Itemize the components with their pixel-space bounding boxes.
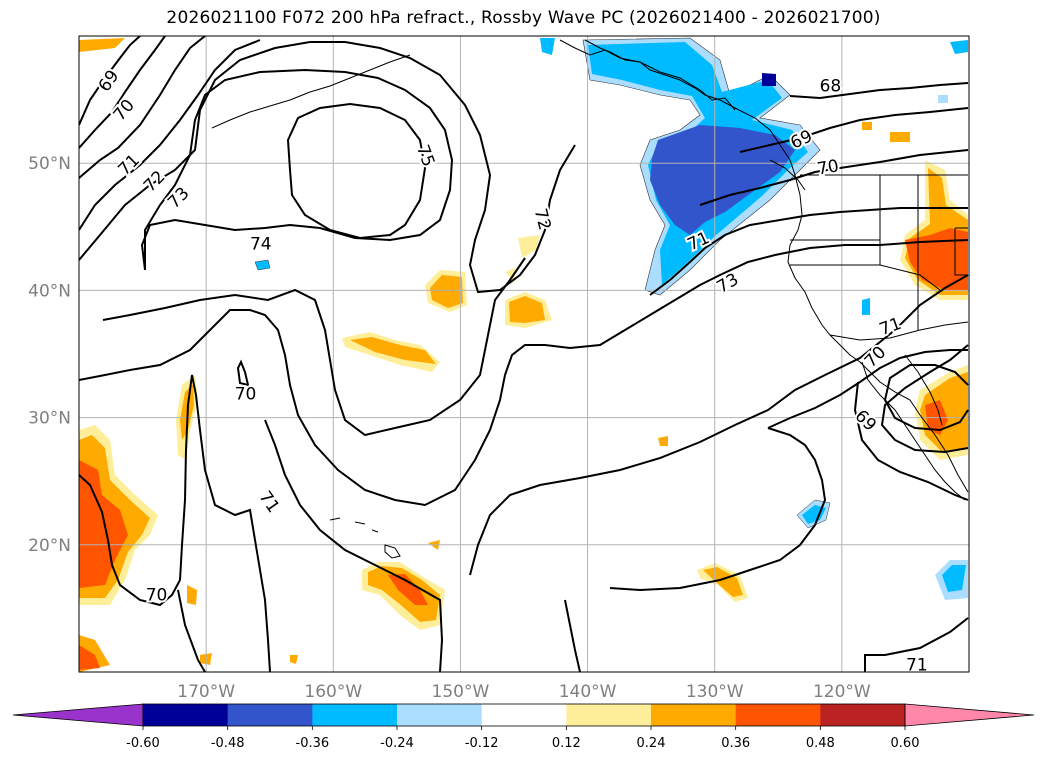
contour-71-coastal bbox=[767, 349, 968, 429]
contour-70-east bbox=[699, 149, 969, 206]
negative-anomaly-spots bbox=[254, 38, 968, 600]
lon-tick-label: 140°W bbox=[559, 682, 617, 702]
contour-69-west bbox=[79, 36, 141, 126]
contour-label: 70 bbox=[235, 384, 257, 404]
aleutian-chain bbox=[211, 54, 411, 129]
contour-label: 71 bbox=[906, 655, 928, 675]
contour-71-west bbox=[79, 36, 206, 179]
colorbar-tick-label: 0.12 bbox=[552, 736, 581, 751]
colorbar-segment bbox=[651, 704, 737, 726]
alaska-coast bbox=[559, 39, 736, 111]
colorbar-extend-low bbox=[12, 703, 144, 727]
contour-71-basin bbox=[264, 419, 827, 672]
contour-74-west bbox=[140, 68, 454, 271]
contour-label: 68 bbox=[820, 77, 842, 97]
colorbar-tick-label: -0.60 bbox=[126, 736, 160, 751]
state-border-1 bbox=[790, 175, 941, 330]
colorbar-outline bbox=[142, 703, 906, 727]
colorbar-segment bbox=[227, 704, 313, 726]
colorbar-segment bbox=[397, 704, 483, 726]
positive-anomaly-east bbox=[862, 122, 968, 460]
gulf-of-california-coast bbox=[904, 354, 943, 426]
contour-72-east bbox=[569, 239, 969, 349]
refractivity-contours bbox=[79, 36, 969, 672]
contour-71-se bbox=[864, 617, 969, 672]
colorbar-tick-label: 0.60 bbox=[891, 736, 920, 751]
contour-label: 72 bbox=[140, 167, 169, 196]
anomaly-shading bbox=[79, 37, 968, 672]
contour-71-south bbox=[177, 589, 206, 672]
contour-75 bbox=[286, 102, 427, 240]
colorbar-tick-label: -0.12 bbox=[465, 736, 499, 751]
figure-title: 2026021100 F072 200 hPa refract., Rossby… bbox=[166, 8, 881, 28]
contour-70-west bbox=[79, 36, 166, 149]
baja-california-coast bbox=[861, 361, 966, 501]
contour-label: 70 bbox=[146, 585, 168, 605]
colorbar-segment bbox=[312, 704, 398, 726]
contour-71-east bbox=[649, 207, 968, 296]
lon-tick-label: 130°W bbox=[686, 682, 744, 702]
graticule bbox=[79, 36, 969, 672]
contour-label: 72 bbox=[530, 206, 555, 232]
latitude-labels: 50°N 40°N 30°N 20°N bbox=[28, 154, 71, 556]
colorbar-extend-high bbox=[904, 703, 1035, 727]
contour-73-east bbox=[469, 274, 969, 576]
contour-69-loop bbox=[883, 364, 969, 432]
contour-label: 73 bbox=[714, 270, 743, 298]
lat-tick-label: 40°N bbox=[28, 281, 71, 301]
north-america-coast bbox=[584, 39, 969, 493]
contour-73-loop bbox=[102, 257, 526, 437]
colorbar-segment bbox=[735, 704, 821, 726]
negative-anomaly-northeast-pacific bbox=[582, 37, 821, 296]
contour-label: 71 bbox=[115, 150, 144, 179]
colorbar-segment bbox=[143, 704, 229, 726]
colorbar-tick-label: -0.36 bbox=[296, 736, 330, 751]
contour-label: 70 bbox=[816, 156, 841, 179]
vancouver-island bbox=[769, 159, 806, 191]
lat-tick-label: 50°N bbox=[28, 154, 71, 174]
positive-anomaly-central bbox=[342, 235, 748, 630]
contour-69-coast bbox=[853, 381, 969, 501]
contour-label: 70 bbox=[110, 96, 139, 125]
contour-label: 69 bbox=[95, 66, 124, 95]
map-frame bbox=[78, 35, 970, 673]
colorbar-segment bbox=[566, 704, 652, 726]
colorbar-segment bbox=[481, 704, 567, 726]
coastlines bbox=[211, 39, 969, 559]
lat-tick-label: 20°N bbox=[28, 536, 71, 556]
contour-label: 71 bbox=[877, 314, 904, 340]
lon-tick-label: 160°W bbox=[304, 682, 362, 702]
contour-70-small bbox=[236, 359, 250, 387]
colorbar-segment bbox=[820, 704, 906, 726]
colorbar-tick-label: 0.48 bbox=[806, 736, 835, 751]
contour-label: 73 bbox=[164, 184, 193, 213]
colorbar-tick-label: -0.48 bbox=[211, 736, 245, 751]
colorbar: -0.60 -0.48 -0.36 -0.24 -0.12 0.12 0.24 0.36 0.4… bbox=[12, 703, 1035, 751]
contour-72-loop bbox=[79, 309, 571, 507]
contour-label: 75 bbox=[412, 142, 438, 169]
contour-72-west bbox=[79, 39, 261, 231]
positive-anomaly-west bbox=[79, 38, 298, 672]
longitude-labels: 170°W 160°W 150°W 140°W 130°W 120°W bbox=[177, 682, 871, 702]
lon-tick-label: 170°W bbox=[177, 682, 235, 702]
us-mexico-border bbox=[829, 321, 969, 341]
colorbar-tick-label: -0.24 bbox=[380, 736, 414, 751]
contour-label: 74 bbox=[250, 234, 272, 254]
lon-tick-label: 120°W bbox=[813, 682, 871, 702]
colorbar-tick-label: 0.24 bbox=[637, 736, 666, 751]
contour-label: 71 bbox=[254, 488, 283, 517]
contour-73-west bbox=[79, 41, 576, 294]
contour-70-south bbox=[79, 474, 181, 607]
colorbar-tick-label: 0.36 bbox=[721, 736, 750, 751]
contour-68 bbox=[789, 82, 969, 100]
contour-69-east bbox=[739, 107, 969, 153]
contour-71-central bbox=[179, 374, 271, 672]
state-border-2 bbox=[954, 227, 968, 276]
lat-tick-label: 30°N bbox=[28, 409, 71, 429]
lon-tick-label: 150°W bbox=[432, 682, 490, 702]
hawaiian-islands bbox=[329, 517, 401, 559]
